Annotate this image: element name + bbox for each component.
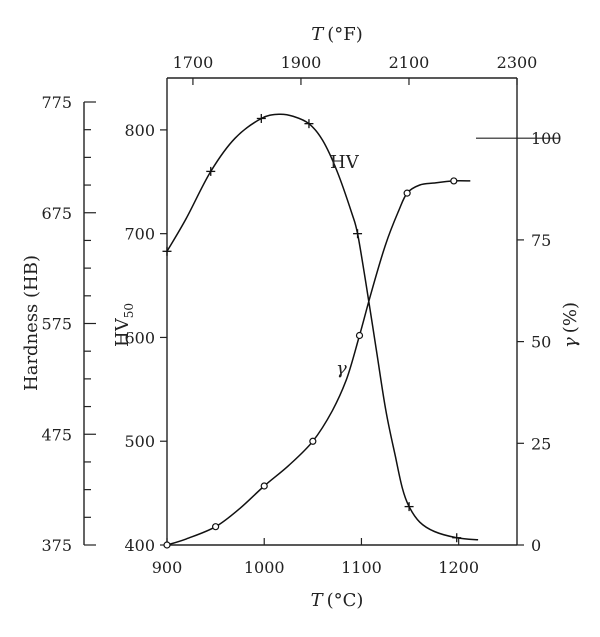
y-hv-title: HV50	[112, 303, 136, 347]
gamma-point-marker	[309, 437, 317, 445]
x-top-title: T (°F)	[311, 24, 363, 45]
gamma-point-marker	[260, 482, 268, 490]
hv-point-marker	[206, 166, 216, 176]
gamma-point-marker	[163, 541, 171, 549]
gamma-curve-label: γ	[336, 358, 347, 379]
y-gamma-tick-label: 100	[531, 129, 562, 148]
y-gamma-tick-label: 50	[531, 333, 551, 352]
y-hb-tick-label: 475	[41, 425, 72, 444]
markers-group	[162, 113, 462, 549]
gamma-point-marker	[212, 523, 220, 531]
y-hv-tick-label: 800	[124, 121, 155, 140]
y-hb-title: Hardness (HB)	[21, 255, 42, 391]
y-hb-tick-label: 375	[41, 536, 72, 555]
hv-point-marker	[353, 229, 363, 239]
y-hv-tick-label: 400	[124, 536, 155, 555]
hv-point-marker	[304, 119, 314, 129]
y-gamma-tick-label: 0	[531, 536, 541, 555]
y-hb-tick-label: 775	[41, 93, 72, 112]
y-hv-tick-label: 700	[124, 225, 155, 244]
gamma-curve	[166, 180, 471, 546]
y-gamma-tick-label: 25	[531, 434, 551, 453]
x-top-tick-label: 1900	[281, 53, 322, 72]
y-hv-tick-label: 600	[124, 328, 155, 347]
x-bottom-title: T (°C)	[311, 590, 364, 611]
hv-point-marker	[256, 113, 266, 123]
x-top-tick-label: 2100	[389, 53, 430, 72]
gamma-point-marker	[450, 177, 458, 185]
axes-group	[83, 77, 518, 546]
x-bottom-tick-label: 900	[152, 558, 183, 577]
y-hb-tick-label: 675	[41, 204, 72, 223]
x-bottom-tick-label: 1100	[341, 558, 382, 577]
hv-point-marker	[162, 246, 172, 256]
hv-point-marker	[404, 502, 414, 512]
hv-curve-label: HV	[330, 152, 360, 173]
y-gamma-tick-label: 75	[531, 231, 551, 250]
x-top-tick-label: 1700	[173, 53, 214, 72]
x-top-tick-label: 2300	[497, 53, 538, 72]
gamma-point-marker	[355, 331, 364, 340]
hv-point-marker	[452, 533, 462, 543]
y-hb-tick-label: 575	[41, 315, 72, 334]
x-bottom-tick-label: 1000	[244, 558, 285, 577]
curves-group	[166, 113, 479, 546]
hv-curve	[166, 113, 479, 541]
x-bottom-tick-label: 1200	[438, 558, 479, 577]
y-gamma-title: γ(%)	[560, 302, 581, 348]
gamma-point-marker	[403, 189, 411, 197]
y-hv-tick-label: 500	[124, 432, 155, 451]
